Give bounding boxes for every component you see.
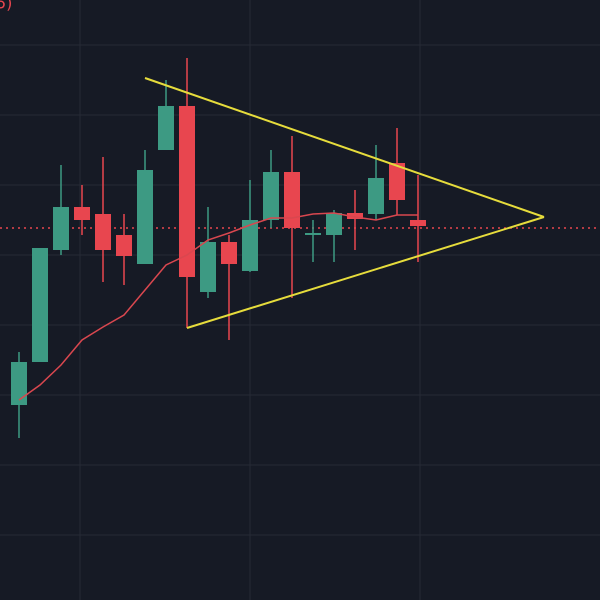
indicator-label: 5) [0,0,12,13]
trendline [144,77,545,218]
candle-body [74,207,90,220]
candle-body [95,214,111,250]
candle-body [368,178,384,214]
candle-body [326,213,342,235]
candle-body [32,248,48,362]
candle-body [221,242,237,264]
candle-body [410,220,426,226]
trendline [186,216,545,329]
candle-body [11,362,27,405]
candle-body [158,106,174,150]
candle-body [116,235,132,256]
moving-average [18,212,418,401]
candle-body [179,106,195,277]
candle-body [389,163,405,200]
candle-body [305,233,321,235]
candle-body [242,220,258,271]
candle-body [263,172,279,220]
candle-body [53,207,69,250]
candle-body [347,213,363,219]
candle-body [284,172,300,228]
candle-body [137,170,153,264]
candle-body [200,242,216,292]
